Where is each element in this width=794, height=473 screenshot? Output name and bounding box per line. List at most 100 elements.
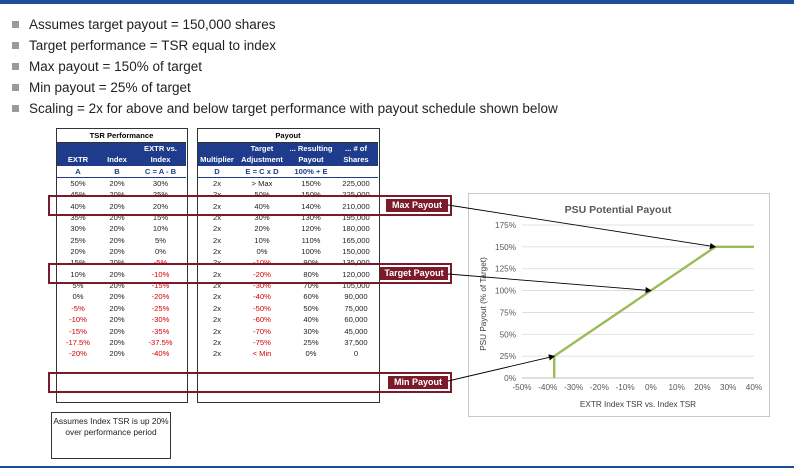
table-row: 20% 20% 0% xyxy=(57,246,186,257)
bullet-text: Min payout = 25% of target xyxy=(29,80,191,95)
table-row: 2x -10% 90% 135,000 xyxy=(198,257,378,268)
bullet-item: Min payout = 25% of target xyxy=(12,77,558,98)
table-row: 40% 20% 20% xyxy=(57,201,186,212)
y-tick-label: 0% xyxy=(504,374,516,383)
table-cell: 20% xyxy=(109,258,125,268)
table-row: 2x > Max 150% 225,000 xyxy=(198,178,378,190)
payout-table-title: Payout xyxy=(198,129,379,143)
bullet-text: Target performance = TSR equal to index xyxy=(29,38,277,53)
table-cell: < Min xyxy=(252,349,272,359)
table-cell: 210,000 xyxy=(342,201,370,211)
table-cell: 105,000 xyxy=(342,281,370,291)
target-payout-highlight xyxy=(48,263,452,284)
table-row: 2x -40% 60% 90,000 xyxy=(198,291,378,302)
table-cell: 10% xyxy=(70,269,86,279)
table-row: 35% 20% 15% xyxy=(57,212,186,223)
y-tick-label: 50% xyxy=(500,330,516,339)
x-tick-label: 40% xyxy=(746,383,762,392)
column-header: EXTR vs. xyxy=(135,142,187,155)
y-tick-label: 150% xyxy=(495,243,516,252)
table-cell: -40% xyxy=(253,292,271,302)
table-row: -5% 20% -25% xyxy=(57,303,186,314)
table-cell: 20% xyxy=(109,224,125,234)
table-cell: 5% xyxy=(155,235,166,245)
table-row: 2x 40% 140% 210,000 xyxy=(198,201,378,212)
chart-title: PSU Potential Payout xyxy=(565,204,672,216)
table-row: 2x -20% 80% 120,000 xyxy=(198,269,378,280)
x-tick-label: 20% xyxy=(694,383,710,392)
table-cell: 2x xyxy=(212,247,222,257)
column-header xyxy=(198,142,236,155)
table-cell: 25% xyxy=(70,235,86,245)
x-tick-label: -10% xyxy=(616,383,635,392)
table-row: 2x -75% 25% 37,500 xyxy=(198,337,378,348)
table-cell: 20% xyxy=(109,303,125,313)
callout-arrow xyxy=(447,204,717,250)
square-bullet-icon xyxy=(12,63,19,70)
x-axis-label: EXTR Index TSR vs. Index TSR xyxy=(580,400,696,409)
x-tick-label: -40% xyxy=(538,383,557,392)
table-row: 50% 20% 30% xyxy=(57,178,186,190)
column-header: EXTR xyxy=(57,154,99,166)
table-cell: 2x xyxy=(212,326,222,336)
table-cell: -20% xyxy=(69,349,87,359)
table-cell: 100% xyxy=(301,247,321,257)
table-cell: 2x xyxy=(212,269,222,279)
min-payout-label: Min Payout xyxy=(388,376,448,389)
table-cell: -10% xyxy=(253,258,271,268)
table-cell: 15% xyxy=(70,258,86,268)
bullet-item: Max payout = 150% of target xyxy=(12,56,558,77)
y-tick-label: 75% xyxy=(500,308,516,317)
table-row: 2x 30% 130% 195,000 xyxy=(198,212,378,223)
column-header: ... # of xyxy=(334,142,379,155)
table-cell: -35% xyxy=(151,326,170,336)
top-accent-bar xyxy=(0,0,794,4)
table-cell: 2x xyxy=(212,337,222,347)
table-cell: 130% xyxy=(301,213,321,223)
table-cell: 2x xyxy=(212,349,222,359)
table-cell: 2x xyxy=(212,235,222,245)
column-header: ... Resulting xyxy=(288,142,334,155)
square-bullet-icon xyxy=(12,105,19,112)
x-tick-label: 10% xyxy=(668,383,684,392)
column-header: Payout xyxy=(288,154,334,166)
table-cell: -5% xyxy=(153,258,168,268)
column-header: Target xyxy=(236,142,288,155)
y-axis-label: PSU Payout (% of Target) xyxy=(479,257,488,351)
table-cell: 0% xyxy=(72,292,84,302)
table-cell: 25% xyxy=(303,337,319,347)
column-header: Index xyxy=(135,154,187,166)
table-cell: 25% xyxy=(152,190,169,200)
table-cell: 225,000 xyxy=(342,179,370,189)
payout-table: Payout Target... Resulting... # of Multi… xyxy=(198,129,379,360)
column-header: Adjustment xyxy=(236,154,288,166)
column-formula: A xyxy=(57,165,99,179)
table-cell: 60,000 xyxy=(344,315,368,325)
table-cell: 20% xyxy=(109,201,125,211)
table-row: 45% 20% 25% xyxy=(57,189,186,200)
bullet-list: Assumes target payout = 150,000 shares T… xyxy=(12,14,558,119)
table-cell: 90,000 xyxy=(344,292,368,302)
y-tick-label: 100% xyxy=(495,287,516,296)
chart-frame xyxy=(468,193,770,417)
table-cell: 2x xyxy=(212,213,222,223)
table-cell: 90% xyxy=(303,258,319,268)
table-cell: 80% xyxy=(303,269,319,279)
table-row: 2x 20% 120% 180,000 xyxy=(198,223,378,234)
bottom-accent-bar xyxy=(0,466,794,468)
table-cell: -37.5% xyxy=(148,337,173,347)
table-cell: 60% xyxy=(303,292,319,302)
table-cell: 180,000 xyxy=(342,224,370,234)
bullet-item: Assumes target payout = 150,000 shares xyxy=(12,14,558,35)
table-cell: 30% xyxy=(303,326,319,336)
table-cell: 165,000 xyxy=(342,235,370,245)
table-cell: 0 xyxy=(353,349,359,359)
table-row: -17.5% 20% -37.5% xyxy=(57,337,186,348)
column-header: Multiplier xyxy=(198,154,236,166)
table-cell: 195,000 xyxy=(342,213,370,223)
table-cell: -25% xyxy=(151,303,170,313)
table-cell: 50% xyxy=(70,179,86,189)
bullet-text: Max payout = 150% of target xyxy=(29,59,202,74)
assumption-note: Assumes Index TSR is up 20% over perform… xyxy=(51,412,171,459)
table-cell: -15% xyxy=(69,326,87,336)
